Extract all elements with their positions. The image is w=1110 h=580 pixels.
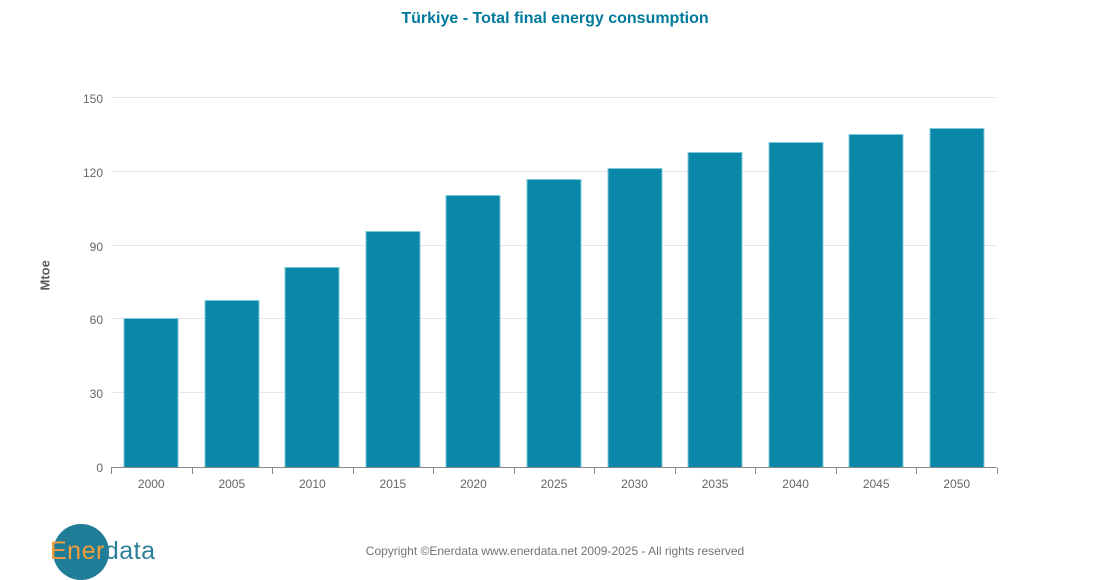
y-tick-label-120: 120 [82,165,103,180]
bar-2020[interactable] [445,195,501,467]
bar-slot-2020 [433,99,514,467]
x-tick-label-2010: 2010 [298,477,326,491]
bar-slot-2035 [675,99,756,467]
x-tick-label-2005: 2005 [218,477,246,491]
bar-slot-2000 [111,99,192,467]
bar-2030[interactable] [607,168,663,467]
x-tick-label-2015: 2015 [379,477,407,491]
y-tick-label-0: 0 [96,461,103,475]
copyright-text: Copyright ©Enerdata www.enerdata.net 200… [365,544,745,558]
bar-2005[interactable] [204,299,260,467]
chart-title: Türkiye - Total final energy consumption [401,10,709,27]
x-axis-tick [997,468,998,474]
enerdata-logo-circle-icon [53,524,109,580]
bar-2015[interactable] [365,230,421,467]
bar-slot-2040 [755,99,836,467]
y-tick-label-90: 90 [89,239,103,254]
x-axis-tick [513,468,515,474]
x-axis-tick [191,468,193,474]
x-axis-tick [755,468,757,474]
bar-2000[interactable] [123,318,179,467]
y-tick-label-150: 150 [82,92,103,106]
x-axis-tick [674,468,676,474]
bar-2035[interactable] [687,152,743,467]
x-tick-label-2035: 2035 [701,477,729,491]
enerdata-logo: Enerdata [47,524,227,580]
x-tick-label-2000: 2000 [137,477,165,491]
y-tick-label-30: 30 [89,387,103,402]
enerdata-logo-text: Enerdata [50,537,155,566]
x-tick-label-2030: 2030 [621,477,648,491]
x-axis-tick [916,468,918,474]
logo-text-data: data [104,537,156,565]
y-axis-title: Mtoe [37,260,53,291]
bar-2025[interactable] [526,179,582,467]
bar-slot-2010 [272,99,353,467]
x-axis-tick [433,468,435,474]
x-tick-label-2045: 2045 [862,477,890,491]
bar-slot-2045 [836,99,917,467]
bar-2040[interactable] [768,142,824,467]
x-axis-tick [352,468,354,474]
bar-slot-2025 [514,99,595,467]
bar-2050[interactable] [929,127,985,467]
gridline-y-120 [111,170,997,172]
x-axis-tick [835,468,837,474]
x-tick-label-2040: 2040 [782,477,809,491]
gridline-y-150 [111,97,997,98]
x-tick-label-2050: 2050 [943,477,971,491]
bar-2045[interactable] [848,133,904,467]
plot-area [111,97,997,468]
x-axis-tick [111,468,112,474]
bar-slot-2015 [353,99,434,467]
bar-slot-2030 [594,99,675,467]
x-axis-tick [594,468,596,474]
bar-2010[interactable] [284,266,340,467]
x-tick-label-2020: 2020 [460,477,487,491]
logo-text-ener: Ener [50,537,105,565]
x-tick-label-2025: 2025 [540,477,568,491]
x-axis-tick [272,468,274,474]
bar-slot-2050 [916,99,997,467]
bar-slot-2005 [192,99,273,467]
y-tick-label-60: 60 [89,313,103,328]
